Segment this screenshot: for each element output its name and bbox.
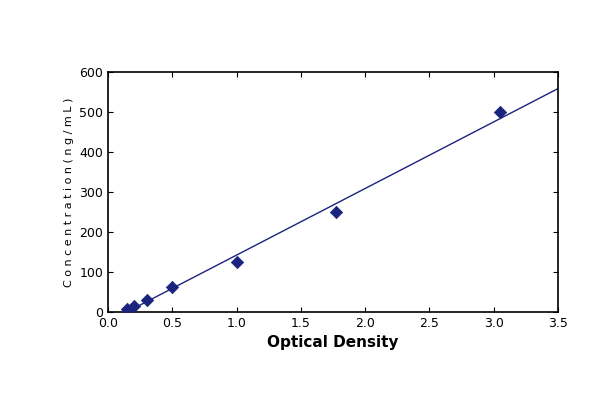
Point <box>232 259 242 265</box>
Point <box>122 306 132 312</box>
Point <box>129 302 139 309</box>
Point <box>331 209 341 215</box>
X-axis label: Optical Density: Optical Density <box>267 336 399 350</box>
Point <box>142 296 152 303</box>
Point <box>167 284 176 290</box>
Y-axis label: C o n c e n t r a t i o n ( n g / m L ): C o n c e n t r a t i o n ( n g / m L ) <box>64 97 74 287</box>
Point <box>496 109 505 115</box>
